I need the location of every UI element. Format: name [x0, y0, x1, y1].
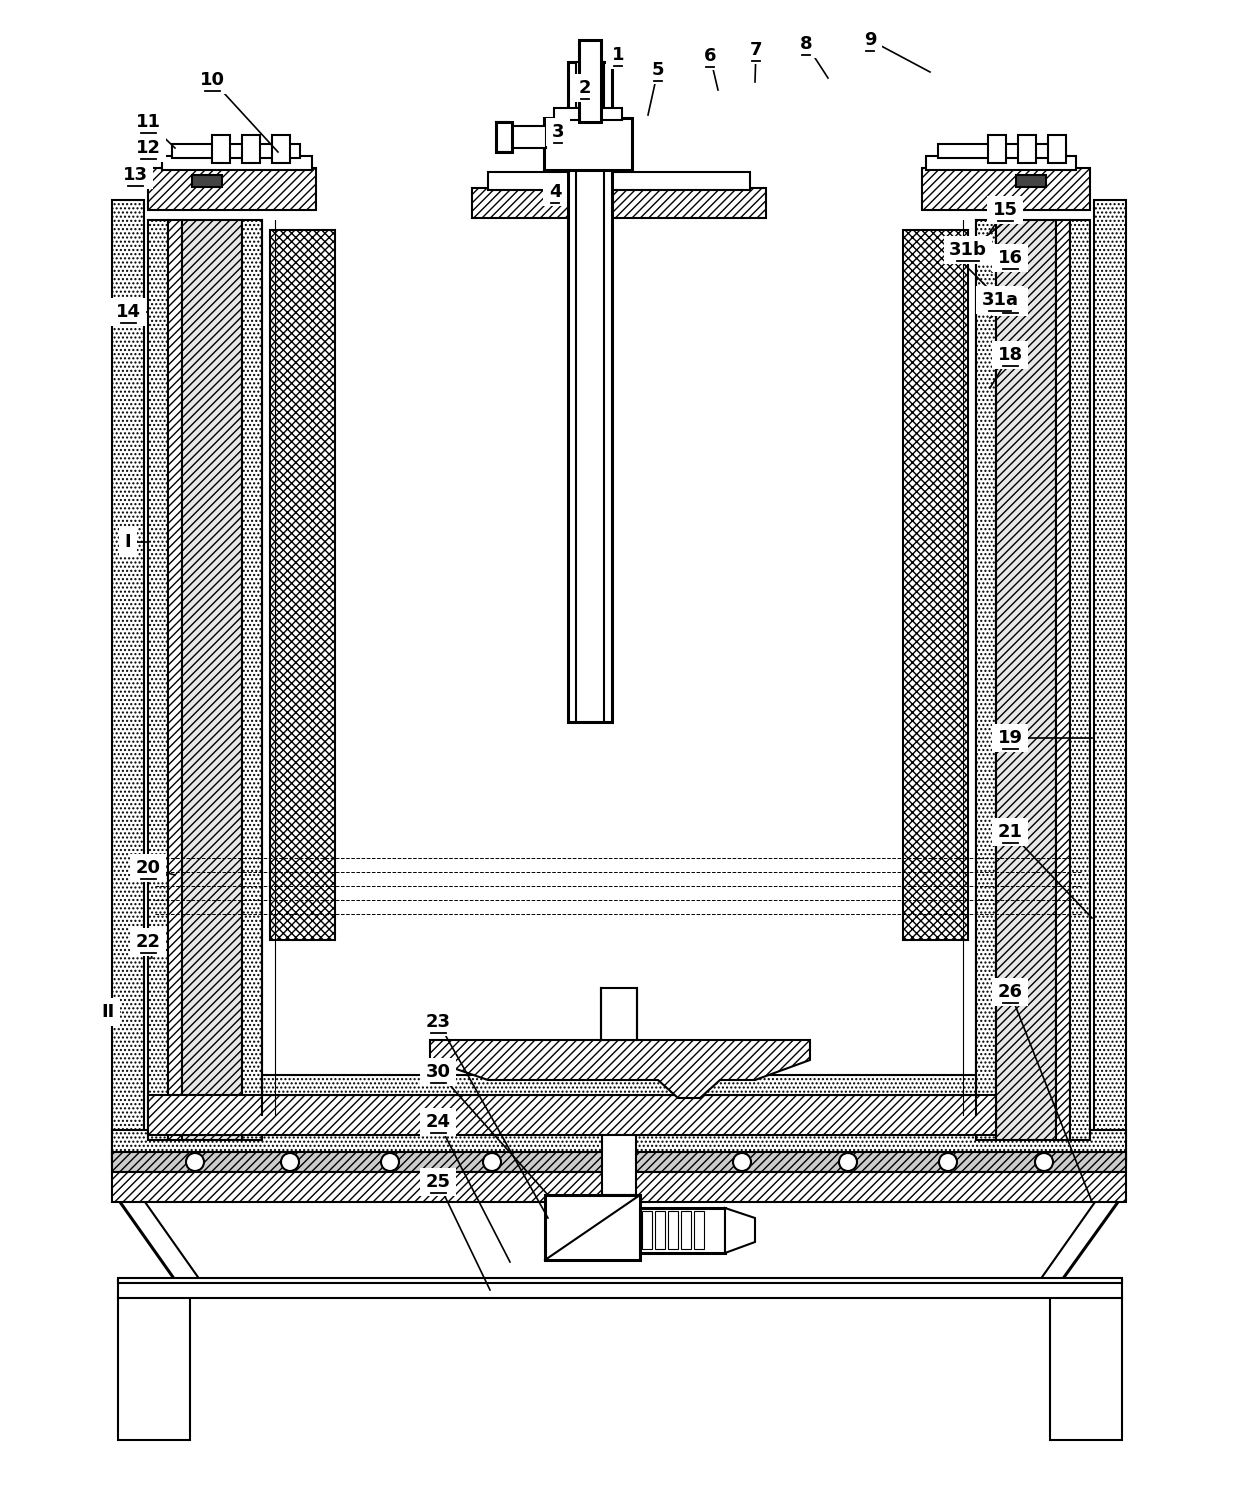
Bar	[579, 40, 601, 123]
Bar	[242, 135, 260, 163]
Bar	[112, 200, 144, 1159]
Circle shape	[186, 1153, 205, 1171]
Bar	[546, 1195, 640, 1260]
Bar	[1016, 175, 1047, 187]
Bar	[496, 123, 512, 153]
Bar	[148, 1095, 996, 1135]
Bar	[192, 175, 222, 187]
Text: 23: 23	[425, 1013, 450, 1031]
Bar	[242, 220, 262, 1140]
Circle shape	[381, 1153, 399, 1171]
Bar	[1050, 1296, 1122, 1441]
Bar	[212, 135, 229, 163]
Bar	[601, 1135, 636, 1195]
Polygon shape	[430, 1040, 810, 1098]
Circle shape	[484, 1153, 501, 1171]
Bar	[655, 1210, 665, 1249]
Circle shape	[281, 1153, 299, 1171]
Bar	[577, 61, 604, 723]
Text: 10: 10	[200, 70, 224, 88]
Bar	[903, 230, 968, 939]
Text: II: II	[102, 1002, 114, 1020]
Bar	[988, 135, 1006, 163]
Text: 3: 3	[552, 123, 564, 141]
Text: 24: 24	[425, 1113, 450, 1131]
Bar	[167, 220, 182, 1140]
Text: 8: 8	[800, 34, 812, 52]
Bar	[118, 1278, 1122, 1284]
Text: 18: 18	[997, 346, 1023, 364]
Bar	[1070, 220, 1090, 1140]
Text: 26: 26	[997, 983, 1023, 1001]
Bar	[112, 1129, 1126, 1165]
Text: 4: 4	[549, 183, 562, 200]
Text: 31b: 31b	[949, 241, 987, 259]
Text: 30: 30	[425, 1064, 450, 1082]
Bar	[694, 1210, 704, 1249]
Bar	[1048, 135, 1066, 163]
Bar	[118, 1281, 1122, 1299]
Text: 16: 16	[997, 248, 1023, 266]
Text: 13: 13	[123, 166, 148, 184]
Text: 2: 2	[579, 79, 591, 97]
Text: 25: 25	[425, 1173, 450, 1191]
Text: 7: 7	[750, 40, 763, 58]
Circle shape	[609, 1153, 627, 1171]
Text: 9: 9	[864, 31, 877, 49]
Bar	[923, 168, 1090, 209]
Bar	[112, 1171, 1126, 1201]
Bar	[1094, 200, 1126, 1159]
Text: 12: 12	[135, 139, 160, 157]
Bar	[270, 230, 335, 939]
Bar	[937, 144, 1066, 159]
Circle shape	[839, 1153, 857, 1171]
Bar	[544, 118, 632, 171]
Bar	[489, 172, 750, 190]
Text: 5: 5	[652, 61, 665, 79]
Bar	[640, 1207, 725, 1254]
Bar	[272, 135, 290, 163]
Circle shape	[939, 1153, 957, 1171]
Bar	[642, 1210, 652, 1249]
Bar	[668, 1210, 678, 1249]
Text: 1: 1	[611, 46, 624, 64]
Text: 21: 21	[997, 823, 1023, 841]
Bar	[472, 188, 766, 218]
Bar	[148, 220, 167, 1140]
Text: 31a: 31a	[982, 292, 1018, 310]
Text: 6: 6	[704, 46, 717, 64]
Bar	[681, 1210, 691, 1249]
Bar	[601, 987, 637, 1040]
Bar	[554, 108, 622, 120]
Bar	[262, 220, 976, 1115]
Circle shape	[1035, 1153, 1053, 1171]
Text: 11: 11	[135, 114, 160, 132]
Text: 17: 17	[997, 293, 1023, 311]
Bar	[182, 220, 242, 1140]
Bar	[162, 156, 312, 171]
Circle shape	[733, 1153, 751, 1171]
Polygon shape	[725, 1207, 755, 1254]
Bar	[1018, 135, 1035, 163]
Text: 22: 22	[135, 934, 160, 951]
Bar	[508, 126, 546, 148]
Bar	[172, 144, 300, 159]
Text: 14: 14	[115, 304, 140, 322]
Bar	[262, 1076, 976, 1095]
Text: I: I	[125, 533, 131, 551]
Bar	[118, 1296, 190, 1441]
Bar	[148, 168, 316, 209]
Bar	[926, 156, 1076, 171]
Text: 15: 15	[992, 200, 1018, 218]
Bar	[568, 61, 613, 723]
Text: 19: 19	[997, 729, 1023, 747]
Bar	[1056, 220, 1070, 1140]
Bar	[976, 220, 996, 1140]
Text: 20: 20	[135, 859, 160, 877]
Bar	[112, 1152, 1126, 1171]
Bar	[996, 220, 1056, 1140]
